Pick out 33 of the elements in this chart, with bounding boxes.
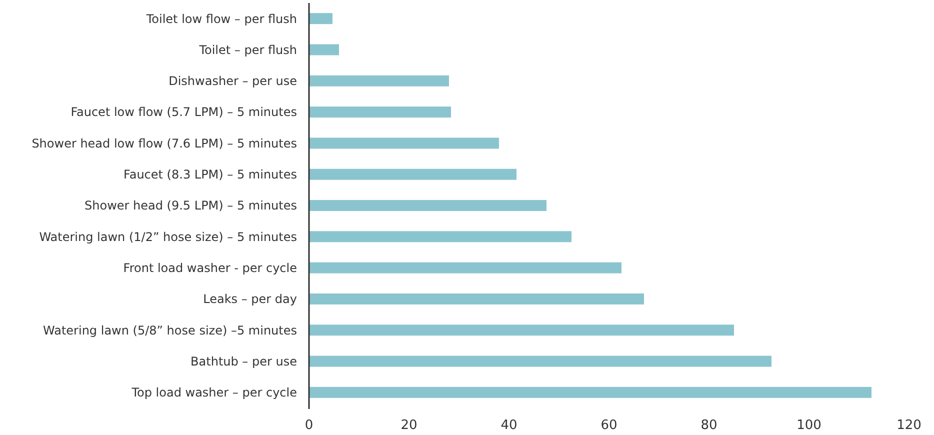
y-tick-label: Toilet – per flush bbox=[198, 42, 297, 57]
bar bbox=[309, 231, 572, 242]
y-tick-label: Faucet (8.3 LPM) – 5 minutes bbox=[124, 168, 297, 182]
x-tick-label: 0 bbox=[304, 418, 314, 433]
bar bbox=[309, 356, 772, 367]
y-tick-label: Dishwasher – per use bbox=[168, 74, 297, 88]
bar bbox=[309, 13, 332, 24]
y-tick-label: Faucet low flow (5.7 LPM) – 5 minutes bbox=[70, 105, 297, 120]
x-tick-label: 120 bbox=[896, 418, 922, 433]
y-tick-label: Toilet low flow – per flush bbox=[145, 12, 297, 26]
y-tick-label: Bathtub – per use bbox=[190, 354, 297, 368]
bar bbox=[309, 106, 451, 118]
bar bbox=[309, 324, 734, 336]
bar bbox=[309, 200, 546, 211]
bar bbox=[309, 168, 516, 180]
x-tick-label: 20 bbox=[400, 418, 418, 433]
y-tick-label: Watering lawn (5/8” hose size) –5 minutes bbox=[43, 323, 297, 338]
bar bbox=[309, 293, 644, 304]
bar bbox=[309, 138, 499, 149]
x-tick-label: 80 bbox=[700, 418, 718, 433]
bar bbox=[309, 44, 339, 56]
y-tick-label: Shower head (9.5 LPM) – 5 minutes bbox=[84, 198, 297, 213]
bar bbox=[309, 386, 872, 398]
x-tick-label: 40 bbox=[500, 418, 518, 433]
bar bbox=[309, 75, 449, 86]
x-tick-label: 100 bbox=[796, 418, 822, 433]
y-tick-label: Front load washer - per cycle bbox=[123, 261, 297, 276]
y-tick-label: Watering lawn (1/2” hose size) – 5 minutes bbox=[39, 230, 297, 244]
bar bbox=[309, 262, 622, 274]
y-tick-label: Leaks – per day bbox=[203, 292, 297, 306]
y-tick-label: Shower head low flow (7.6 LPM) – 5 minutes bbox=[32, 136, 297, 150]
y-tick-label: Top load washer – per cycle bbox=[130, 386, 297, 400]
x-tick-label: 60 bbox=[600, 418, 618, 433]
